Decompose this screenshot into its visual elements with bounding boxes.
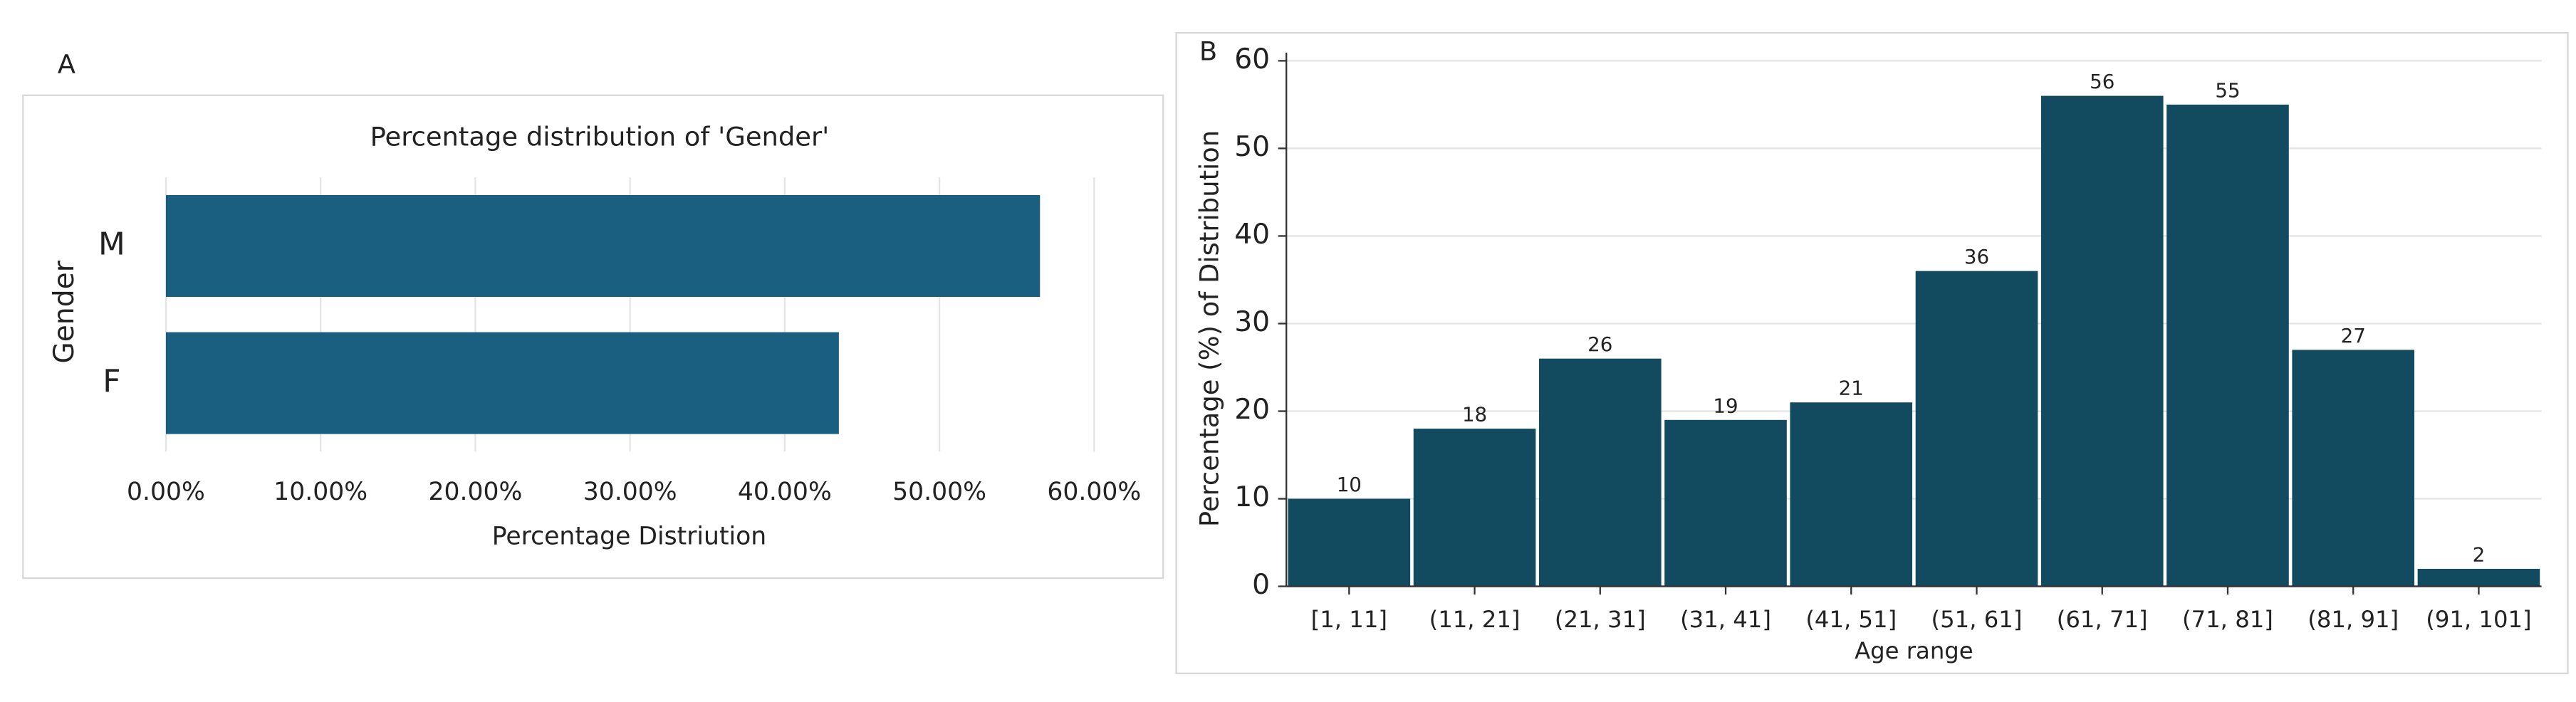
bar: [1664, 419, 1787, 587]
y-tick-label: F: [103, 363, 120, 399]
panel-frame: [22, 94, 1164, 580]
value-label: 10: [1337, 473, 1362, 496]
value-label: 2: [2473, 543, 2486, 566]
x-tick-label: 60.00%: [1047, 478, 1141, 506]
value-label: 27: [2341, 324, 2366, 347]
value-label: 55: [2215, 78, 2240, 102]
bar: [165, 194, 1041, 297]
x-tick-label: (81, 91]: [2308, 606, 2399, 633]
panel-label: B: [1199, 36, 1217, 66]
x-tick-label: 0.00%: [127, 478, 205, 506]
value-label: 19: [1713, 394, 1738, 417]
x-axis-title: Age range: [1855, 637, 1973, 664]
y-axis-title: Gender: [48, 260, 80, 363]
x-tick-label: (21, 31]: [1555, 606, 1646, 633]
x-axis-title: Percentage Distriution: [492, 522, 766, 550]
x-tick-label: (51, 61]: [1931, 606, 2023, 633]
y-axis-title: Percentage (%) of Distribution: [1194, 130, 1225, 527]
bar: [165, 332, 839, 434]
y-tick-label: 50: [1234, 131, 1270, 163]
y-tick-label: 0: [1252, 569, 1270, 601]
x-tick-label: (41, 51]: [1805, 606, 1897, 633]
x-tick-label: (61, 71]: [2057, 606, 2148, 633]
chart-title: Percentage distribution of 'Gender': [370, 121, 830, 152]
x-tick-label: [1, 11]: [1311, 606, 1387, 633]
x-tick-label: 40.00%: [738, 478, 832, 506]
panel-frame: [1175, 32, 2569, 674]
bar: [2040, 95, 2164, 587]
x-tick-label: 10.00%: [273, 478, 367, 506]
bar: [1288, 498, 1411, 587]
bar: [2292, 350, 2415, 587]
x-tick-label: (71, 81]: [2182, 606, 2273, 633]
value-label: 26: [1587, 332, 1612, 356]
y-tick-label: 20: [1234, 394, 1270, 426]
value-label: 36: [1964, 245, 1989, 268]
value-label: 18: [1462, 403, 1487, 426]
value-label: 56: [2090, 70, 2114, 93]
bar: [1413, 429, 1536, 587]
x-tick-label: 30.00%: [583, 478, 677, 506]
bar: [1790, 402, 1913, 587]
x-tick-label: (11, 21]: [1429, 606, 1521, 633]
value-label: 21: [1839, 377, 1864, 400]
x-tick-label: (91, 101]: [2426, 606, 2531, 633]
panel-label: A: [58, 49, 75, 80]
x-tick-label: 50.00%: [892, 478, 986, 506]
y-tick-label: 60: [1234, 43, 1270, 75]
x-tick-label: (31, 41]: [1680, 606, 1771, 633]
bar: [2166, 104, 2289, 587]
y-tick-label: 40: [1234, 219, 1270, 251]
y-tick-label: 30: [1234, 306, 1270, 338]
bar: [2417, 568, 2540, 587]
bar: [1915, 271, 2038, 587]
bar: [1538, 358, 1662, 587]
x-tick-label: 20.00%: [428, 478, 522, 506]
y-tick-label: 10: [1234, 481, 1270, 513]
y-tick-label: M: [98, 226, 125, 262]
